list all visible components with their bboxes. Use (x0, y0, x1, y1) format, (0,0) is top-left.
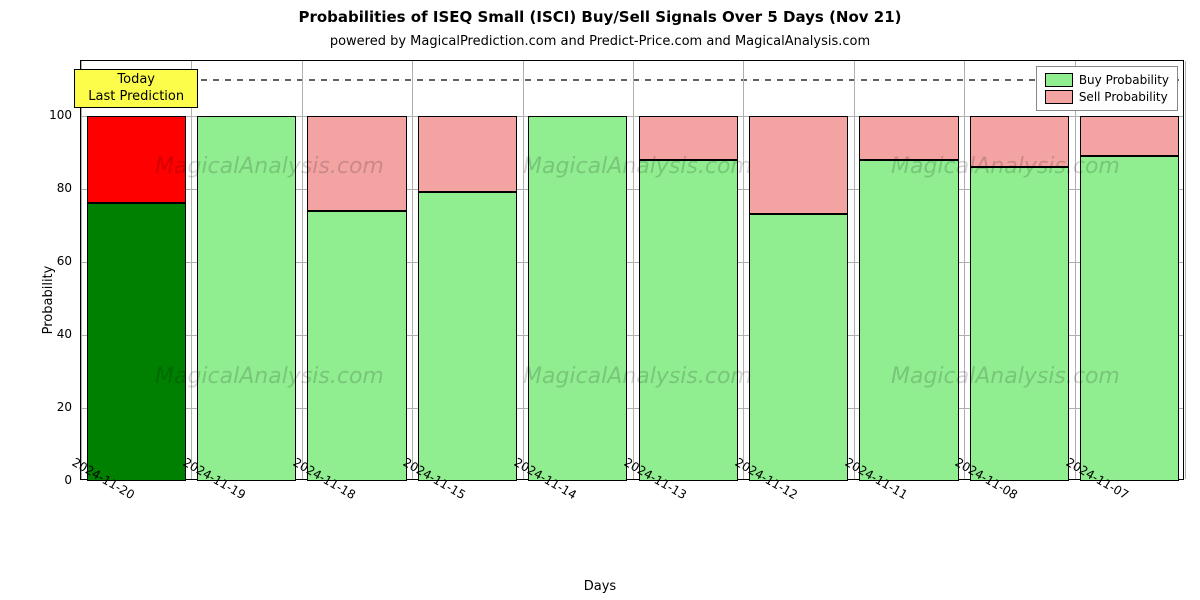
ytick-label: 100 (32, 108, 72, 122)
bar-buy (1080, 156, 1179, 481)
legend-label-sell: Sell Probability (1079, 90, 1168, 104)
bar-buy (418, 192, 517, 481)
gridline-v (302, 61, 303, 479)
bar-buy (970, 167, 1069, 481)
chart-title: Probabilities of ISEQ Small (ISCI) Buy/S… (0, 8, 1200, 26)
gridline-v (854, 61, 855, 479)
gridline-v (1185, 61, 1186, 479)
ytick-label: 80 (32, 181, 72, 195)
bar-buy (859, 160, 958, 481)
legend-item-buy: Buy Probability (1045, 73, 1169, 87)
legend-swatch-buy (1045, 73, 1073, 87)
y-axis-label: Probability (41, 266, 56, 335)
gridline-v (523, 61, 524, 479)
gridline-v (191, 61, 192, 479)
bar-buy (307, 211, 406, 481)
bar-sell (970, 116, 1069, 167)
today-annotation: TodayLast Prediction (74, 69, 198, 108)
plot-area: TodayLast PredictionMagicalAnalysis.comM… (80, 60, 1184, 480)
bar-sell (418, 116, 517, 193)
legend-swatch-sell (1045, 90, 1073, 104)
bar-buy (639, 160, 738, 481)
legend: Buy Probability Sell Probability (1036, 66, 1178, 111)
bar-sell (639, 116, 738, 160)
reference-line (81, 79, 1183, 81)
bar-buy (197, 116, 296, 481)
gridline-v (1075, 61, 1076, 479)
gridline-v (743, 61, 744, 479)
x-axis-label: Days (0, 579, 1200, 594)
bar-sell (749, 116, 848, 215)
bar-buy (528, 116, 627, 481)
ytick-label: 0 (32, 473, 72, 487)
bar-buy (87, 203, 186, 481)
gridline-v (81, 61, 82, 479)
legend-label-buy: Buy Probability (1079, 73, 1169, 87)
bar-sell (859, 116, 958, 160)
ytick-label: 20 (32, 400, 72, 414)
bar-sell (87, 116, 186, 204)
gridline-v (964, 61, 965, 479)
bar-sell (307, 116, 406, 211)
bar-buy (749, 214, 848, 481)
gridline-v (633, 61, 634, 479)
ytick-label: 60 (32, 254, 72, 268)
chart-container: Probabilities of ISEQ Small (ISCI) Buy/S… (0, 0, 1200, 600)
bar-sell (1080, 116, 1179, 156)
chart-subtitle: powered by MagicalPrediction.com and Pre… (0, 34, 1200, 49)
ytick-label: 40 (32, 327, 72, 341)
legend-item-sell: Sell Probability (1045, 90, 1169, 104)
gridline-v (412, 61, 413, 479)
